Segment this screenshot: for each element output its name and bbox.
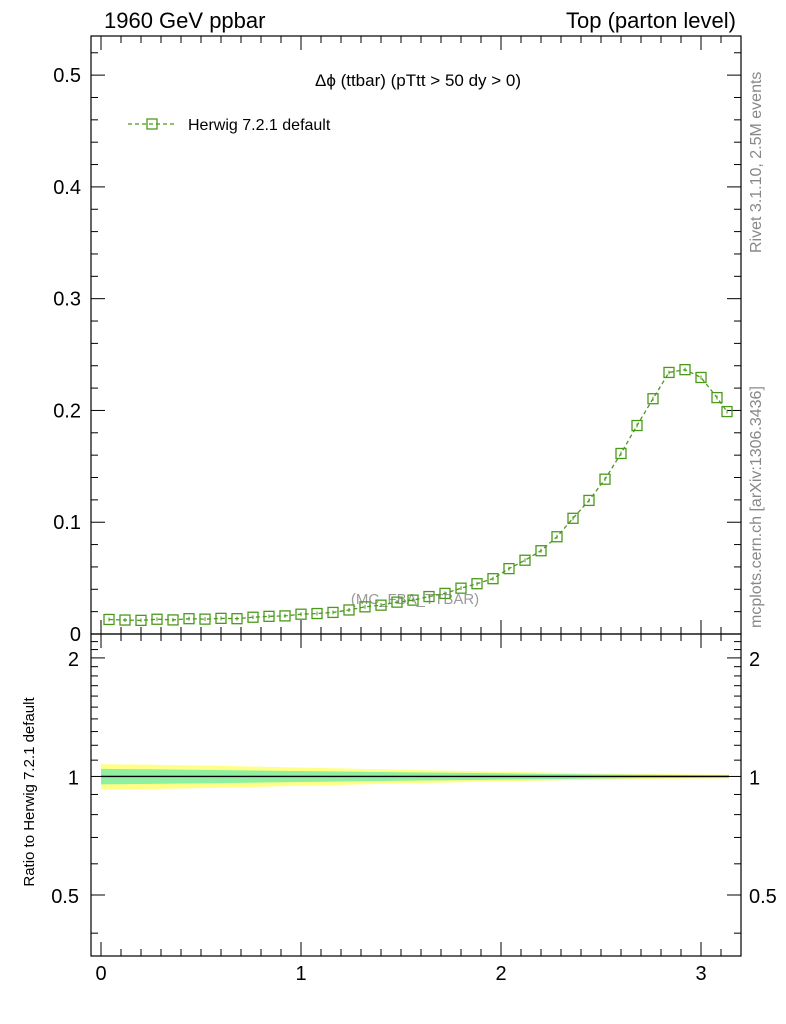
legend-marker	[146, 118, 158, 130]
data-point	[327, 606, 339, 619]
main-ytick-label: 0.3	[53, 289, 81, 311]
data-point	[647, 393, 659, 405]
data-point	[519, 554, 531, 566]
data-point	[103, 613, 115, 626]
main-panel: 0 0.1 0.2 0.3 0.4 0.5 (MC_FBA_TTBAR) Δϕ (ttba…	[53, 35, 742, 646]
x-tick-labels: 0 1 2 3	[95, 963, 706, 985]
data-point	[535, 545, 547, 557]
data-point	[279, 610, 291, 622]
data-point	[391, 596, 403, 608]
main-ytick-label: 0.5	[53, 65, 81, 87]
ratio-ytick-label: 1	[68, 767, 79, 789]
series-line	[108, 368, 728, 622]
data-point	[471, 578, 483, 590]
data-point	[295, 608, 307, 620]
ratio-ytick-label-right: 1	[749, 767, 760, 789]
data-point	[599, 473, 611, 485]
data-point	[615, 447, 627, 460]
ratio-panel: 0.5 0.5 1 1 2 2 0 1 2 3 Ratio to Herwig 7.2.1 de…	[21, 633, 777, 985]
data-point	[695, 371, 707, 384]
data-point	[231, 613, 243, 625]
series-curve	[108, 368, 728, 622]
data-point	[311, 607, 323, 620]
data-point	[567, 512, 579, 524]
main-ticks	[91, 36, 741, 635]
header-right: Top (parton level)	[566, 8, 736, 33]
data-point	[631, 419, 643, 432]
data-point	[551, 531, 563, 543]
data-point	[215, 612, 227, 625]
data-point	[359, 601, 371, 613]
data-point	[439, 587, 451, 600]
data-point	[711, 391, 723, 404]
plot-title: Δϕ (ttbar) (pTtt > 50 dy > 0)	[315, 71, 521, 90]
data-point	[247, 611, 259, 623]
ratio-ytick-label-right: 2	[749, 649, 760, 671]
data-point	[119, 614, 131, 626]
ratio-frame	[90, 633, 742, 957]
ratio-ylabel: Ratio to Herwig 7.2.1 default	[21, 697, 38, 887]
data-point	[167, 614, 179, 626]
ratio-ytick-label: 0.5	[51, 886, 79, 908]
ratio-tick-labels: 0.5 0.5 1 1 2 2	[51, 649, 777, 908]
x-tick-label: 2	[495, 963, 506, 985]
data-point	[407, 594, 419, 606]
rivet-label: Rivet 3.1.10, 2.5M events	[748, 72, 765, 253]
main-ytick-labels: 0 0.1 0.2 0.3 0.4 0.5	[53, 65, 81, 646]
data-point	[503, 562, 515, 575]
legend: Herwig 7.2.1 default	[128, 117, 331, 134]
x-tick-label: 0	[95, 963, 106, 985]
data-point	[183, 613, 195, 625]
ratio-ytick-label: 2	[68, 649, 79, 671]
header-left: 1960 GeV ppbar	[104, 8, 265, 33]
data-point	[679, 364, 691, 376]
legend-label: Herwig 7.2.1 default	[188, 117, 331, 134]
watermark: (MC_FBA_TTBAR)	[351, 591, 479, 608]
series-markers	[103, 364, 733, 627]
data-point	[263, 610, 275, 622]
main-ytick-label: 0	[70, 624, 81, 646]
data-point	[721, 405, 733, 418]
data-point	[151, 613, 163, 625]
main-ytick-label: 0.2	[53, 400, 81, 422]
ratio-ytick-label-right: 0.5	[749, 886, 777, 908]
ratio-ticks	[91, 634, 741, 956]
data-point	[375, 599, 387, 611]
x-tick-label: 3	[695, 963, 706, 985]
x-tick-label: 1	[295, 963, 306, 985]
data-point	[455, 582, 467, 594]
main-ytick-label: 0.4	[53, 177, 81, 199]
mcplots-label: mcplots.cern.ch [arXiv:1306.3436]	[748, 386, 765, 628]
data-point	[135, 614, 147, 627]
data-point	[487, 573, 499, 585]
data-point	[423, 590, 435, 603]
data-point	[199, 613, 211, 625]
data-point	[583, 494, 595, 507]
main-ytick-label: 0.1	[53, 512, 81, 534]
data-point	[343, 604, 355, 616]
data-point	[663, 366, 675, 379]
